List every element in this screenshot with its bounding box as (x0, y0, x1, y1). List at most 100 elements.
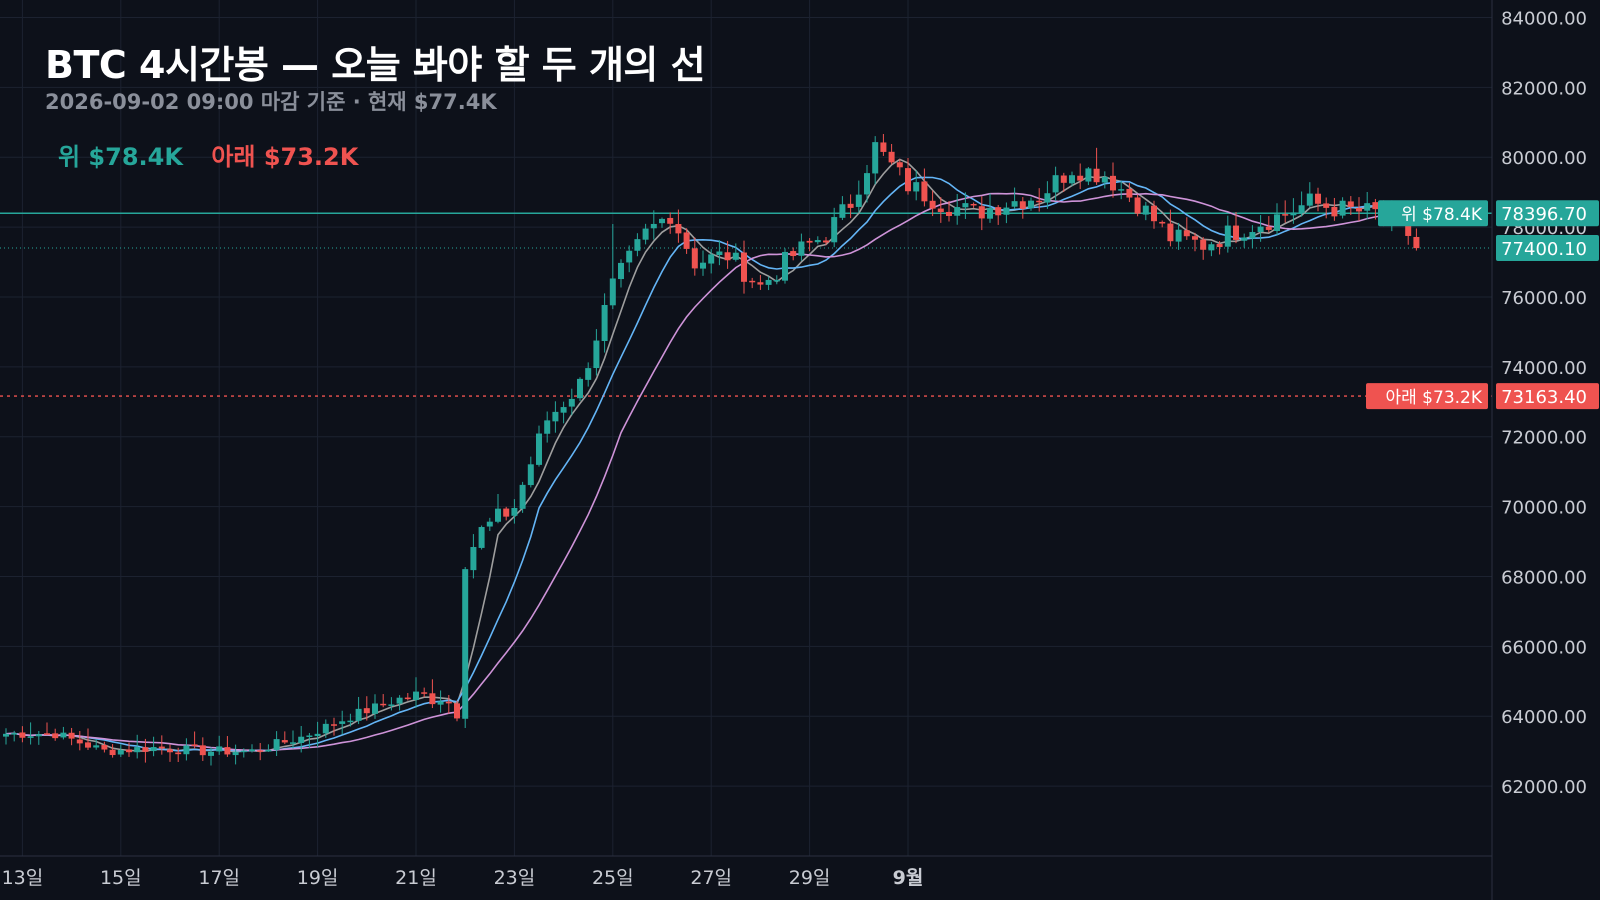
candle (191, 731, 198, 749)
candle (281, 731, 288, 745)
candle (1192, 232, 1198, 252)
candle-body (609, 278, 616, 306)
candle-body (741, 252, 747, 282)
candle-body (331, 724, 337, 726)
candle (1126, 182, 1133, 203)
time-axis[interactable]: 13일 15일 17일 19일 21일 23일 25일 27일 29일 9월 (0, 855, 1492, 889)
candle (232, 744, 239, 765)
level-tag-label: 위 $78.4K (1401, 205, 1483, 225)
candle (167, 744, 173, 762)
candle-body (765, 279, 772, 285)
candle (1200, 237, 1207, 260)
candle-body (544, 420, 551, 434)
candle-body (1364, 203, 1371, 211)
candle (864, 165, 870, 203)
candle-body (1224, 225, 1231, 247)
candle (216, 735, 223, 755)
candle (1060, 172, 1067, 192)
candle-body (954, 207, 961, 216)
candle-body (183, 745, 190, 755)
candle (1372, 198, 1379, 220)
candle (921, 168, 928, 207)
candle (708, 249, 715, 274)
candle-body (355, 708, 362, 721)
candle-body (798, 241, 805, 256)
candle (618, 259, 624, 288)
candle-body (1036, 200, 1043, 203)
price-axis[interactable]: 62000.00 64000.00 66000.00 68000.00 70000.00… (1491, 0, 1587, 900)
candle (1077, 163, 1084, 190)
candle (44, 722, 50, 736)
candle (1339, 197, 1346, 219)
candle-body (1183, 230, 1190, 237)
candle-body (1208, 244, 1215, 251)
candle-body (577, 378, 583, 399)
y-tick-label: 76000.00 (1501, 288, 1587, 309)
y-tick-label: 70000.00 (1501, 498, 1587, 519)
candle-body (937, 208, 944, 212)
candle-body (290, 742, 296, 744)
candle (1216, 241, 1223, 255)
candle (1183, 217, 1190, 240)
y-tick-label: 80000.00 (1501, 148, 1587, 169)
candle (888, 144, 895, 165)
candle (536, 425, 542, 467)
level-price-tag (1496, 200, 1599, 227)
candle (35, 731, 42, 745)
candle (806, 238, 813, 252)
candle-body (700, 262, 706, 269)
candle-body (1175, 229, 1182, 242)
candle (158, 735, 165, 755)
candle (1347, 196, 1354, 216)
candle-body (585, 368, 592, 380)
candle-body (1192, 236, 1198, 240)
candle-body (1019, 201, 1026, 209)
candle (577, 377, 583, 401)
candle (347, 713, 354, 727)
candle-body (68, 732, 75, 739)
y-tick-label: 68000.00 (1501, 567, 1587, 588)
candle-body (978, 206, 985, 219)
candle-body (249, 749, 255, 752)
candle (601, 293, 608, 353)
candle (568, 388, 575, 416)
candle (683, 228, 690, 254)
candle-body (1077, 175, 1084, 181)
candle-body (44, 733, 50, 735)
y-tick-label: 82000.00 (1501, 78, 1587, 99)
candle-body (1101, 176, 1108, 183)
candle-body (888, 151, 895, 163)
candle (749, 277, 756, 289)
candle (872, 136, 879, 185)
candle-body (855, 194, 862, 207)
candle (52, 728, 59, 741)
candle-body (454, 703, 460, 719)
x-tick-label: 21일 (395, 867, 437, 889)
candle-body (1126, 188, 1133, 198)
candle (142, 738, 149, 763)
candle (905, 157, 911, 195)
candle-body (1216, 244, 1223, 248)
candle-body (265, 749, 272, 752)
candle (380, 694, 387, 708)
candle (913, 170, 920, 201)
candle-body (1151, 205, 1157, 222)
candle-body (831, 217, 838, 243)
level-legend: 위 $78.4K 아래 $73.2K (58, 137, 378, 172)
candle-body (675, 224, 682, 234)
candle (388, 697, 395, 711)
candle (240, 748, 247, 758)
candle (782, 248, 788, 284)
candle (150, 736, 157, 757)
candle (519, 481, 526, 513)
candle-body (372, 703, 378, 714)
candle (1011, 187, 1018, 210)
candle-body (1241, 237, 1248, 241)
candle (970, 202, 977, 208)
candle-body (117, 750, 124, 755)
candle (1003, 202, 1010, 224)
candle-body (683, 232, 690, 249)
x-tick-label: 25일 (592, 867, 634, 889)
candle (470, 534, 477, 579)
